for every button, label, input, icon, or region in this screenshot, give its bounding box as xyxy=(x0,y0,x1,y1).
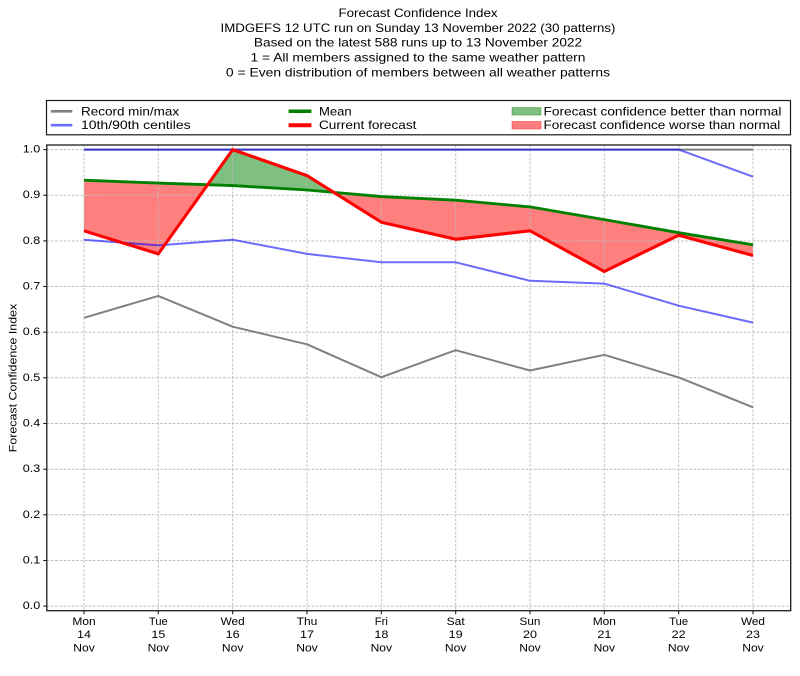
svg-text:0.0: 0.0 xyxy=(23,600,41,612)
svg-text:Nov: Nov xyxy=(73,642,95,654)
svg-text:0.9: 0.9 xyxy=(23,189,41,201)
svg-text:15: 15 xyxy=(151,629,165,641)
svg-text:Mon: Mon xyxy=(72,616,95,628)
svg-text:IMDGEFS 12 UTC run on Sunday 1: IMDGEFS 12 UTC run on Sunday 13 November… xyxy=(221,21,616,35)
svg-text:19: 19 xyxy=(449,629,463,641)
svg-text:0.1: 0.1 xyxy=(23,554,41,566)
svg-text:Forecast confidence better tha: Forecast confidence better than normal xyxy=(544,104,782,118)
svg-text:14: 14 xyxy=(77,629,91,641)
svg-text:1 = All members assigned to th: 1 = All members assigned to the same wea… xyxy=(251,51,586,65)
svg-text:Based on the latest 588 runs u: Based on the latest 588 runs up to 13 No… xyxy=(254,36,583,50)
svg-text:18: 18 xyxy=(374,629,388,641)
svg-text:Wed: Wed xyxy=(741,616,765,628)
svg-text:0.7: 0.7 xyxy=(23,281,41,293)
svg-text:17: 17 xyxy=(300,629,314,641)
svg-text:Nov: Nov xyxy=(296,642,318,654)
svg-text:Nov: Nov xyxy=(371,642,393,654)
svg-text:20: 20 xyxy=(523,629,537,641)
svg-text:Fri: Fri xyxy=(375,616,388,628)
svg-text:Mean: Mean xyxy=(319,104,352,118)
svg-text:10th/90th centiles: 10th/90th centiles xyxy=(81,118,191,132)
svg-text:0.3: 0.3 xyxy=(23,463,41,475)
svg-text:Wed: Wed xyxy=(221,616,245,628)
svg-text:0.8: 0.8 xyxy=(23,235,41,247)
svg-text:Mon: Mon xyxy=(593,616,616,628)
svg-text:Current forecast: Current forecast xyxy=(319,118,417,132)
svg-text:Nov: Nov xyxy=(222,642,244,654)
svg-text:22: 22 xyxy=(672,629,686,641)
svg-text:Nov: Nov xyxy=(148,642,170,654)
svg-text:Tue: Tue xyxy=(149,616,168,628)
svg-text:Nov: Nov xyxy=(519,642,541,654)
svg-text:Forecast confidence worse than: Forecast confidence worse than normal xyxy=(544,118,781,132)
svg-text:Forecast Confidence Index: Forecast Confidence Index xyxy=(7,303,19,452)
svg-text:Sat: Sat xyxy=(447,616,465,628)
svg-text:0 = Even distribution of membe: 0 = Even distribution of members between… xyxy=(226,66,610,80)
svg-text:Nov: Nov xyxy=(668,642,690,654)
svg-text:0.4: 0.4 xyxy=(23,418,41,430)
svg-text:0.2: 0.2 xyxy=(23,509,41,521)
svg-text:23: 23 xyxy=(746,629,760,641)
svg-text:Sun: Sun xyxy=(520,616,541,628)
svg-text:Tue: Tue xyxy=(669,616,688,628)
svg-text:16: 16 xyxy=(226,629,240,641)
svg-text:Forecast Confidence Index: Forecast Confidence Index xyxy=(339,6,498,20)
svg-text:1.0: 1.0 xyxy=(23,144,41,156)
svg-text:21: 21 xyxy=(597,629,611,641)
svg-text:Thu: Thu xyxy=(297,616,318,628)
svg-text:0.5: 0.5 xyxy=(23,372,41,384)
svg-text:Nov: Nov xyxy=(445,642,467,654)
svg-text:Nov: Nov xyxy=(742,642,764,654)
svg-text:Nov: Nov xyxy=(594,642,616,654)
svg-text:Record min/max: Record min/max xyxy=(81,104,179,118)
svg-text:0.6: 0.6 xyxy=(23,326,41,338)
